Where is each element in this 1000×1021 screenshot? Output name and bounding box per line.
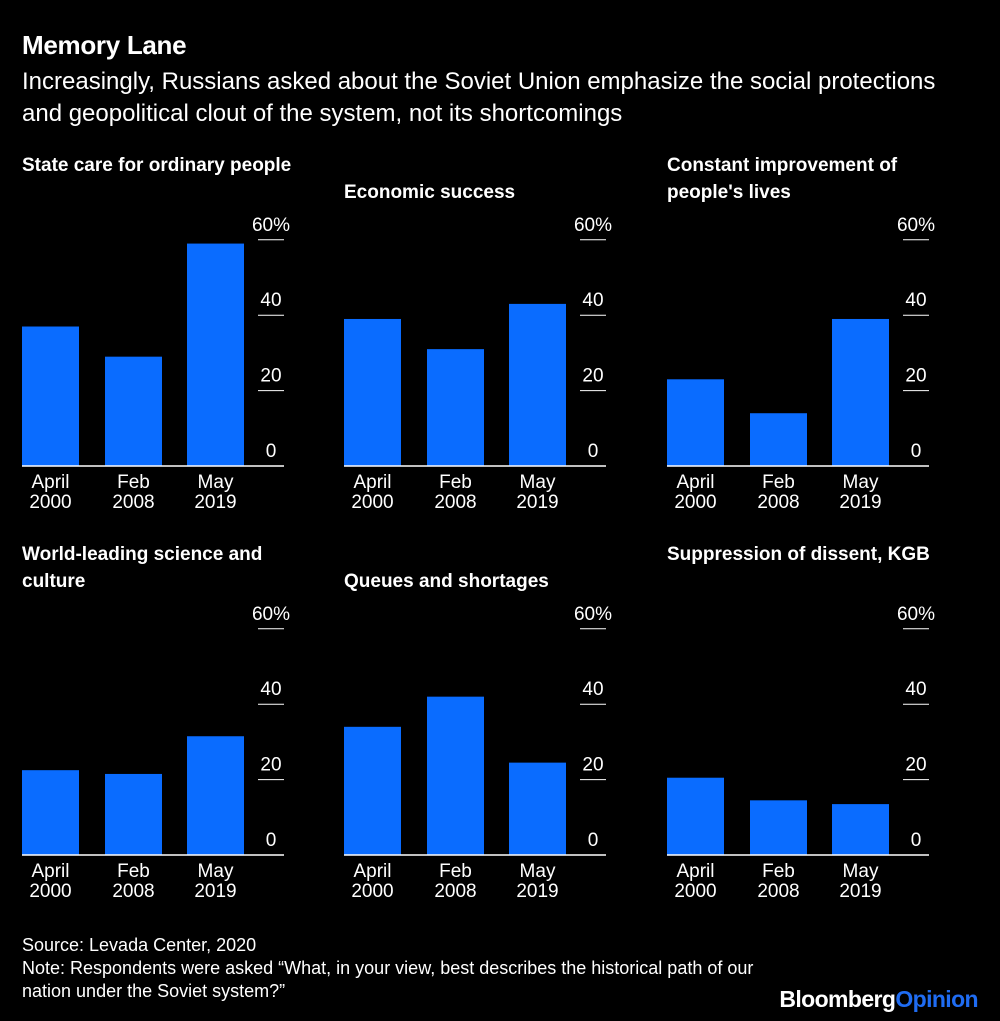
bar-chart-svg: 0 20 40 60% April 2000 Feb 2008 May 2019 [344, 604, 612, 902]
panel-title: State care for ordinary people [22, 155, 292, 176]
x-tick-label: Feb 2008 [757, 472, 799, 513]
y-tick-label: 0 [911, 830, 922, 851]
y-tick-label: 0 [911, 441, 922, 462]
panel-title: World-leading science and culture [22, 544, 263, 592]
x-tick-label: April 2000 [351, 472, 393, 513]
bar [832, 804, 889, 855]
x-tick-label: May 2019 [516, 472, 558, 513]
bar [344, 318, 401, 466]
bar [427, 349, 484, 466]
bar [509, 303, 566, 466]
panel-queues-shortages: Queues and shortages 0 20 40 60% April 2000 Fe… [344, 541, 644, 921]
logo-accent: Opinion [895, 986, 978, 1012]
y-tick-label: 40 [905, 679, 926, 700]
bar [509, 762, 566, 855]
y-tick-label: 20 [582, 755, 603, 776]
logo-brand: Bloomberg [779, 986, 896, 1012]
source-note: Source: Levada Center, 2020 Note: Respon… [22, 934, 802, 1003]
panel-constant-improvement: Constant improvement of people's lives 0… [667, 152, 967, 532]
y-tick-label: 40 [905, 290, 926, 311]
x-tick-label: April 2000 [674, 472, 716, 513]
y-tick-label: 20 [905, 366, 926, 387]
bar-chart-svg: 0 20 40 60% April 2000 Feb 2008 May 2019 [667, 604, 935, 902]
x-tick-label: May 2019 [839, 472, 881, 513]
x-tick-label: April 2000 [351, 861, 393, 902]
x-tick-label: April 2000 [29, 861, 71, 902]
y-tick-label: 0 [266, 441, 277, 462]
y-tick-label: 60% [252, 215, 290, 236]
y-tick-label: 60% [252, 604, 290, 625]
y-tick-label: 20 [905, 755, 926, 776]
bar-chart-svg: 0 20 40 60% April 2000 Feb 2008 May 2019 [22, 604, 290, 902]
bar [105, 356, 162, 466]
y-tick-label: 40 [582, 679, 603, 700]
y-tick-label: 40 [260, 679, 281, 700]
x-tick-label: May 2019 [839, 861, 881, 902]
bar [187, 736, 244, 855]
bar [22, 770, 79, 855]
panel-state-care: State care for ordinary people 0 20 40 60% A… [22, 152, 322, 532]
x-tick-label: May 2019 [194, 472, 236, 513]
x-tick-label: May 2019 [194, 861, 236, 902]
bar [667, 379, 724, 466]
x-tick-label: May 2019 [516, 861, 558, 902]
y-tick-label: 20 [260, 366, 281, 387]
panel-economic-success: Economic success 0 20 40 60% April 2000 Feb 200… [344, 152, 644, 532]
bar [22, 326, 79, 466]
x-tick-label: April 2000 [674, 861, 716, 902]
bar [187, 243, 244, 466]
y-tick-label: 40 [260, 290, 281, 311]
bar [750, 800, 807, 855]
chart-title: Memory Lane [22, 30, 187, 60]
y-tick-label: 40 [582, 290, 603, 311]
x-tick-label: Feb 2008 [112, 861, 154, 902]
note-text: Note: Respondents were asked “What, in y… [22, 958, 754, 1001]
y-tick-label: 20 [582, 366, 603, 387]
bar-chart-svg: 0 20 40 60% April 2000 Feb 2008 May 2019 [22, 215, 290, 513]
y-tick-label: 0 [266, 830, 277, 851]
bar [427, 696, 484, 855]
bar [667, 777, 724, 855]
bloomberg-opinion-logo: BloombergOpinion [779, 986, 978, 1013]
y-tick-label: 60% [897, 215, 935, 236]
x-tick-label: April 2000 [29, 472, 71, 513]
x-tick-label: Feb 2008 [112, 472, 154, 513]
x-tick-label: Feb 2008 [434, 472, 476, 513]
panel-science-culture: World-leading science and culture 0 20 40 6… [22, 541, 322, 921]
y-tick-label: 60% [897, 604, 935, 625]
bar [832, 318, 889, 466]
panel-title: Suppression of dissent, KGB [667, 544, 930, 565]
x-tick-label: Feb 2008 [434, 861, 476, 902]
panel-title: Economic success [344, 182, 516, 203]
bar-chart-svg: 0 20 40 60% April 2000 Feb 2008 May 2019 [344, 215, 612, 513]
y-tick-label: 20 [260, 755, 281, 776]
bar [750, 413, 807, 466]
y-tick-label: 0 [588, 441, 599, 462]
chart-subtitle: Increasingly, Russians asked about the S… [22, 68, 936, 127]
bar [105, 773, 162, 855]
bar [344, 726, 401, 855]
panel-title: Queues and shortages [344, 571, 549, 592]
source-text: Source: Levada Center, 2020 [22, 935, 257, 955]
panel-title: Constant improvement of people's lives [667, 155, 898, 203]
y-tick-label: 0 [588, 830, 599, 851]
y-tick-label: 60% [574, 604, 612, 625]
panel-suppression-dissent: Suppression of dissent, KGB 0 20 40 60% Apri… [667, 541, 967, 921]
bar-chart-svg: 0 20 40 60% April 2000 Feb 2008 May 2019 [667, 215, 935, 513]
y-tick-label: 60% [574, 215, 612, 236]
x-tick-label: Feb 2008 [757, 861, 799, 902]
